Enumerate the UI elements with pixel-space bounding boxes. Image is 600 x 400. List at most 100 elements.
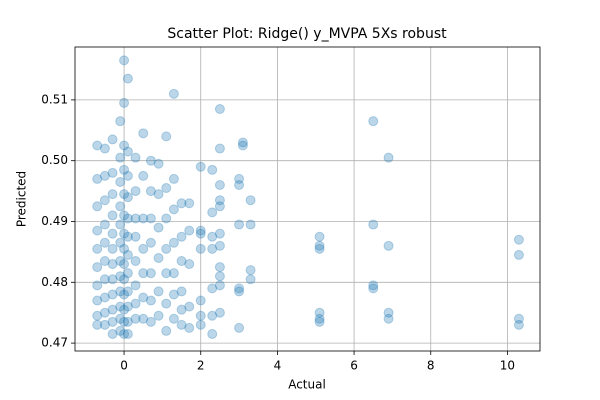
x-tick-label: 6: [350, 359, 358, 373]
point: [207, 328, 218, 339]
point: [92, 262, 103, 273]
point: [122, 73, 133, 84]
point: [119, 189, 130, 200]
point: [92, 201, 103, 212]
point: [115, 116, 126, 127]
point: [99, 292, 110, 303]
point: [107, 274, 118, 285]
point: [107, 134, 118, 145]
point: [107, 259, 118, 270]
point: [92, 225, 103, 236]
point: [138, 292, 149, 303]
point: [237, 137, 248, 148]
point: [115, 152, 126, 163]
point: [168, 289, 179, 300]
point: [168, 204, 179, 215]
point: [207, 243, 218, 254]
point: [214, 143, 225, 154]
point: [176, 198, 187, 209]
point: [237, 140, 248, 151]
point: [184, 259, 195, 270]
point: [119, 55, 130, 66]
point: [145, 186, 156, 197]
point: [383, 313, 394, 324]
point: [195, 319, 206, 330]
point: [99, 170, 110, 181]
point: [207, 207, 218, 218]
point: [119, 304, 130, 315]
point: [195, 243, 206, 254]
point: [214, 228, 225, 239]
point: [145, 155, 156, 166]
point: [176, 286, 187, 297]
point: [153, 222, 164, 233]
point: [195, 310, 206, 321]
point: [153, 286, 164, 297]
point: [214, 180, 225, 191]
point: [314, 231, 325, 242]
point: [99, 307, 110, 318]
point: [176, 256, 187, 267]
point: [130, 313, 141, 324]
point: [368, 116, 379, 127]
chart-title: Scatter Plot: Ridge() y_MVPA 5Xs robust: [167, 26, 447, 42]
point: [145, 316, 156, 327]
point: [115, 237, 126, 248]
point: [138, 128, 149, 139]
point: [145, 237, 156, 248]
point: [92, 295, 103, 306]
x-tick-label: 2: [197, 359, 205, 373]
point: [161, 298, 172, 309]
point: [99, 143, 110, 154]
point: [314, 316, 325, 327]
point: [207, 283, 218, 294]
point: [130, 256, 141, 267]
point: [161, 268, 172, 279]
point: [107, 167, 118, 178]
point: [138, 243, 149, 254]
point: [207, 164, 218, 175]
point: [119, 259, 130, 270]
point: [513, 234, 524, 245]
point: [119, 289, 130, 300]
point: [184, 322, 195, 333]
point: [161, 183, 172, 194]
point: [214, 262, 225, 273]
point: [153, 252, 164, 263]
x-tick-label: 0: [120, 359, 128, 373]
point: [234, 173, 245, 184]
point: [207, 310, 218, 321]
point: [92, 243, 103, 254]
point: [115, 286, 126, 297]
y-tick-label: 0.48: [41, 275, 68, 289]
point: [130, 152, 141, 163]
point: [115, 176, 126, 187]
point: [92, 310, 103, 321]
point: [107, 328, 118, 339]
point: [214, 271, 225, 282]
point: [176, 319, 187, 330]
point: [234, 180, 245, 191]
point: [245, 265, 256, 276]
point: [214, 104, 225, 115]
point: [245, 219, 256, 230]
point: [122, 268, 133, 279]
point: [314, 243, 325, 254]
point: [368, 280, 379, 291]
point: [99, 237, 110, 248]
point: [195, 295, 206, 306]
point: [115, 313, 126, 324]
point: [153, 158, 164, 169]
point: [122, 249, 133, 260]
point: [107, 243, 118, 254]
point: [195, 161, 206, 172]
point: [214, 195, 225, 206]
point: [214, 240, 225, 251]
point: [161, 325, 172, 336]
point: [168, 268, 179, 279]
point: [115, 219, 126, 230]
point: [383, 240, 394, 251]
point: [92, 280, 103, 291]
